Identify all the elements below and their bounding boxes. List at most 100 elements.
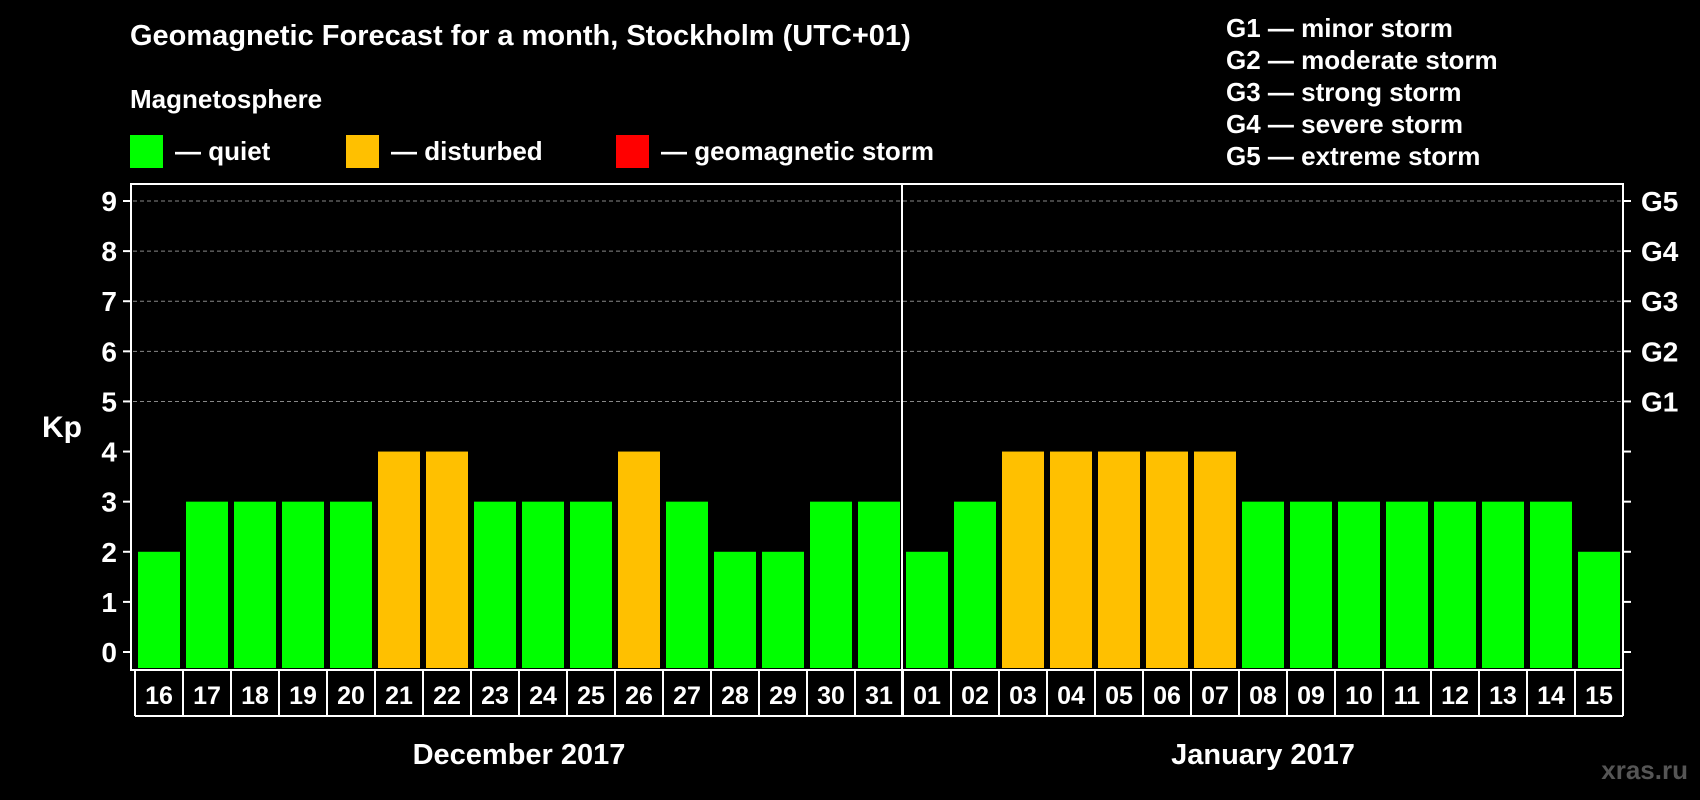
day-label: 20	[337, 682, 365, 710]
storm-label-g3: G3	[1641, 286, 1678, 317]
legend-storm-label: — geomagnetic storm	[661, 135, 935, 166]
kp-bar	[474, 501, 516, 668]
legend-disturbed-swatch	[346, 134, 379, 168]
day-label: 21	[385, 682, 413, 710]
day-label: 08	[1249, 682, 1277, 710]
kp-bar	[138, 551, 180, 668]
day-label: 09	[1297, 682, 1325, 710]
day-label: 28	[721, 682, 749, 710]
storm-legend-g4: G4 — severe storm	[1226, 109, 1464, 139]
day-label: 15	[1585, 682, 1613, 710]
kp-bar	[522, 501, 564, 668]
storm-label-g4: G4	[1641, 236, 1679, 267]
day-label: 16	[145, 682, 173, 710]
day-label: 18	[241, 682, 269, 710]
legend-storm: — geomagnetic storm	[616, 134, 934, 168]
kp-bar	[1242, 501, 1284, 668]
day-label: 23	[481, 682, 509, 710]
day-label: 12	[1441, 682, 1469, 710]
storm-label-g1: G1	[1641, 386, 1678, 417]
watermark: xras.ru	[1601, 755, 1688, 785]
plot-frame	[130, 183, 1624, 671]
kp-bar	[1002, 451, 1044, 668]
day-label: 19	[289, 682, 317, 710]
month-label-1: January 2017	[1171, 739, 1355, 771]
storm-label-g2: G2	[1641, 336, 1678, 367]
kp-bar	[762, 551, 804, 668]
day-label: 26	[625, 682, 653, 710]
storm-legend-g5: G5 — extreme storm	[1226, 141, 1481, 171]
legend-quiet-label: — quiet	[175, 135, 271, 166]
kp-bar	[1050, 451, 1092, 668]
y-tick-label: 9	[101, 186, 117, 217]
legend-disturbed-label: — disturbed	[391, 135, 543, 166]
day-label: 13	[1489, 682, 1517, 710]
kp-bar	[234, 501, 276, 668]
y-tick-label: 5	[101, 386, 117, 417]
day-label: 29	[769, 682, 797, 710]
kp-bar	[570, 501, 612, 668]
kp-bar	[330, 501, 372, 668]
kp-bar	[1290, 501, 1332, 668]
y-tick-label: 4	[101, 437, 117, 468]
day-label: 02	[961, 682, 989, 710]
kp-bar	[426, 451, 468, 668]
day-label: 31	[865, 682, 893, 710]
kp-bar	[1578, 551, 1620, 668]
kp-bar	[858, 501, 900, 668]
y-tick-label: 2	[101, 537, 117, 568]
kp-bar	[810, 501, 852, 668]
y-tick-label: 7	[101, 286, 117, 317]
day-label: 05	[1105, 682, 1133, 710]
kp-bar	[906, 551, 948, 668]
kp-bar	[1098, 451, 1140, 668]
kp-bar	[1338, 501, 1380, 668]
kp-bar	[186, 501, 228, 668]
day-label: 24	[529, 682, 557, 710]
legend-quiet: — quiet	[130, 134, 270, 168]
day-label: 22	[433, 682, 461, 710]
storm-scale-legend: G1 — minor storm G2 — moderate storm G3 …	[1226, 12, 1498, 172]
storm-legend-g1: G1 — minor storm	[1226, 13, 1453, 43]
kp-bar	[618, 451, 660, 668]
y-tick-label: 3	[101, 487, 117, 518]
kp-bar	[1434, 501, 1476, 668]
chart-title: Geomagnetic Forecast for a month, Stockh…	[130, 20, 911, 52]
chart-subtitle: Magnetosphere	[130, 84, 323, 114]
day-label: 01	[913, 682, 941, 710]
kp-bar	[282, 501, 324, 668]
storm-legend-g3: G3 — strong storm	[1226, 77, 1462, 107]
y-tick-label: 6	[101, 336, 117, 367]
day-label: 11	[1394, 682, 1421, 710]
storm-label-g5: G5	[1641, 186, 1678, 217]
kp-bar	[1530, 501, 1572, 668]
day-label: 30	[817, 682, 845, 710]
storm-legend-g2: G2 — moderate storm	[1226, 45, 1498, 75]
kp-bar	[1482, 501, 1524, 668]
kp-bar	[1194, 451, 1236, 668]
y-tick-label: 0	[101, 637, 117, 668]
day-label: 03	[1009, 682, 1037, 710]
day-label: 10	[1345, 682, 1373, 710]
kp-bar	[1386, 501, 1428, 668]
kp-bar	[666, 501, 708, 668]
kp-bar	[378, 451, 420, 668]
y-tick-label: 1	[101, 587, 117, 618]
day-label: 07	[1201, 682, 1229, 710]
day-label: 04	[1057, 682, 1085, 710]
kp-bar	[1146, 451, 1188, 668]
kp-bar	[714, 551, 756, 668]
day-label: 17	[193, 682, 221, 710]
day-label: 27	[673, 682, 701, 710]
kp-bar	[954, 501, 996, 668]
day-label: 25	[577, 682, 605, 710]
y-axis-label: Kp	[42, 411, 82, 444]
legend-quiet-swatch	[130, 134, 163, 168]
y-tick-label: 8	[101, 236, 117, 267]
day-label: 14	[1537, 682, 1565, 710]
legend-storm-swatch	[616, 134, 649, 168]
month-label-0: December 2017	[413, 739, 626, 771]
legend-disturbed: — disturbed	[346, 134, 543, 168]
day-label: 06	[1153, 682, 1181, 710]
